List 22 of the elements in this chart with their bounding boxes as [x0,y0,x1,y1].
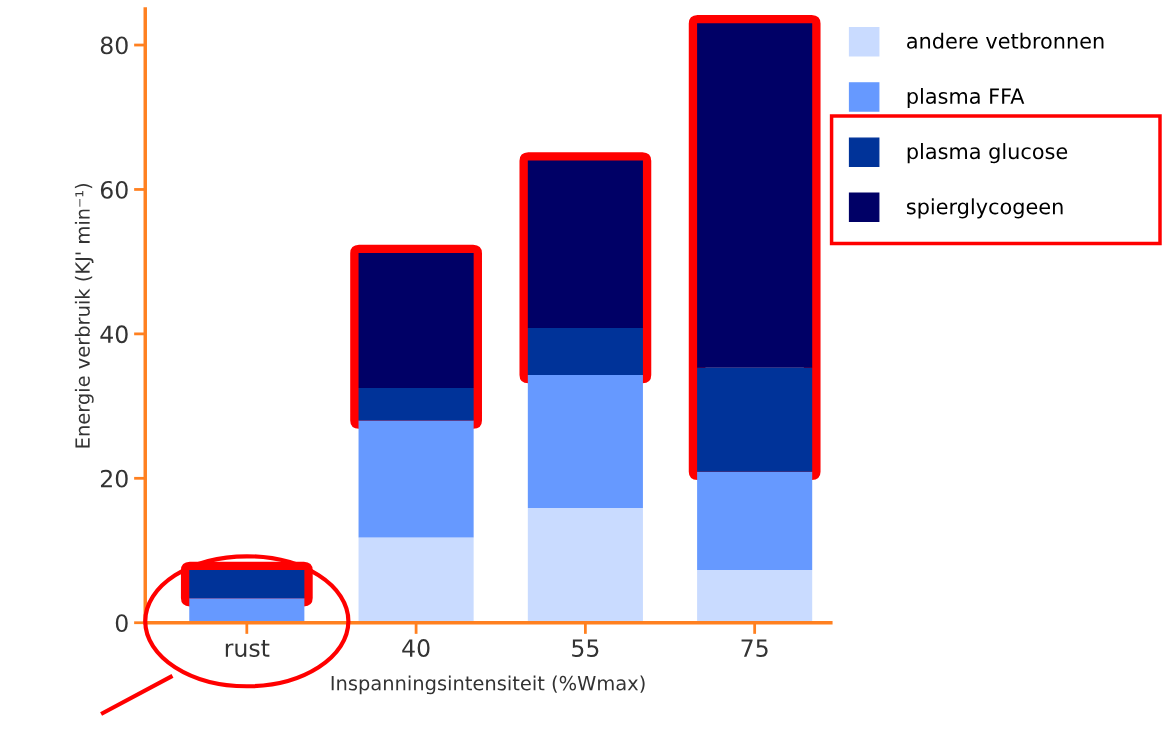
x-tick-label: 55 [572,639,599,657]
bar [527,328,643,376]
bar [697,367,813,472]
bar [358,388,474,421]
legend-label: andere vetbronnen [907,32,1104,49]
bar [697,570,813,623]
x-axis-title: Inspanningsintensiteit (%Wmax) [331,675,645,695]
legend-label: spierglycogeen [906,198,1063,219]
y-tick-label: 0 [115,614,128,633]
x-tick-label: 75 [741,639,768,657]
legend-label: plasma glucose [907,143,1068,164]
y-tick-label: 60 [100,180,128,199]
bar [527,507,643,623]
bar [697,471,813,571]
y-axis-title: Energie verbruik (KJ' min⁻¹) [74,184,94,448]
bar [358,537,474,623]
x-tick-label: rust [225,640,270,657]
y-tick-label: 80 [100,36,128,55]
y-tick-label: 40 [100,325,128,344]
y-tick-label: 20 [100,469,128,488]
legend-label: plasma FFA [907,87,1025,109]
x-tick-label: 40 [402,639,430,657]
